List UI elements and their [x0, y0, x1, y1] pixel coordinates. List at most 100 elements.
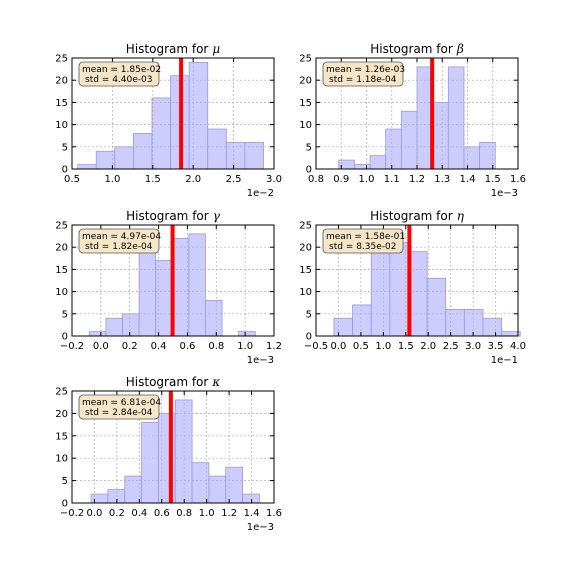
histogram-panel-5: −0.2 0.0 0.2 0.4 0.6 0.8 1.0 1.2 1.4 1.6 0 5 10 15 20 2… [55, 375, 282, 533]
histogram-bar [463, 308, 484, 337]
histogram-bar [445, 308, 465, 337]
y-tick-label: 15 [299, 98, 312, 109]
y-tick-label: 20 [55, 409, 68, 420]
chart-title-symbol: κ [211, 375, 220, 389]
histogram-bar [385, 128, 402, 170]
x-axis-offset-label: 1e−3 [247, 355, 274, 366]
x-tick-label: 0.5 [353, 341, 369, 352]
y-tick-label: 20 [55, 76, 68, 87]
histogram-bar [155, 260, 173, 337]
histogram-bar [171, 237, 190, 337]
histogram-bar [105, 317, 123, 337]
y-tick-label: 0 [62, 332, 68, 343]
y-tick-label: 25 [55, 54, 68, 65]
histogram-bar [369, 155, 387, 170]
y-tick-label: 10 [55, 120, 68, 131]
y-tick-label: 0 [62, 165, 68, 176]
x-tick-label: 4.0 [510, 341, 526, 352]
stats-mean-text: mean = 6.81e-04 [82, 398, 161, 408]
y-tick-label: 0 [306, 165, 312, 176]
y-tick-label: 20 [55, 243, 68, 254]
y-tick-label: 25 [55, 221, 68, 232]
x-tick-label: 0.2 [109, 508, 125, 519]
stats-mean-text: mean = 1.58e-01 [326, 232, 405, 242]
histogram-bar [133, 133, 153, 170]
histogram-bar [151, 97, 171, 170]
y-tick-label: 15 [299, 265, 312, 276]
x-tick-label: 1.4 [244, 508, 260, 519]
histogram-bar [426, 277, 447, 337]
chart-title-prefix: Histogram for [126, 209, 209, 223]
stats-box [78, 61, 160, 87]
histogram-bar [77, 164, 97, 170]
histogram-panel-1: 0.5 1.0 1.5 2.0 2.5 3.0 0 5 10 15 20 25 1e−2 Histogra… [55, 42, 282, 199]
y-tick-label: 10 [299, 287, 312, 298]
x-tick-label: 1.5 [485, 174, 501, 185]
chart-title-prefix: Histogram for [126, 375, 209, 389]
x-tick-label: 0.4 [151, 341, 167, 352]
x-tick-label: 0.2 [122, 341, 138, 352]
x-tick-label: −0.2 [60, 341, 84, 352]
x-tick-label: 1.1 [384, 174, 400, 185]
y-tick-label: 10 [55, 287, 68, 298]
y-tick-label: 20 [299, 76, 312, 87]
x-tick-label: 0.8 [176, 508, 192, 519]
x-tick-label: 1.0 [104, 174, 120, 185]
stats-std-text: std = 4.40e-03 [85, 75, 152, 85]
x-axis-offset-label: 1e−2 [247, 188, 274, 199]
x-tick-label: 0.0 [330, 341, 346, 352]
stats-std-text: std = 1.82e-04 [85, 242, 153, 252]
chart-title: Histogram for η [370, 209, 465, 223]
histogram-bar [114, 146, 134, 170]
y-tick-label: 25 [299, 221, 312, 232]
y-tick-label: 0 [62, 499, 68, 510]
chart-title-symbol: β [456, 42, 464, 56]
stats-std-text: std = 1.18e-04 [329, 75, 397, 85]
x-tick-label: 1.0 [199, 508, 215, 519]
x-tick-label: −0.2 [60, 508, 84, 519]
histogram-bar [205, 300, 223, 337]
histogram-bar [122, 313, 140, 337]
chart-title-prefix: Histogram for [370, 209, 453, 223]
x-tick-label: 1.6 [266, 508, 282, 519]
x-tick-label: 2.0 [185, 174, 201, 185]
chart-title: Histogram for γ [126, 209, 221, 223]
x-tick-label: 1.5 [398, 341, 414, 352]
histogram-bar [400, 110, 418, 170]
histogram-bar [88, 331, 107, 337]
x-tick-label: 0.0 [86, 508, 102, 519]
x-tick-label: 0.4 [131, 508, 147, 519]
chart-title: Histogram for κ [126, 375, 221, 389]
stats-std-text: std = 8.35e-02 [329, 242, 396, 252]
histogram-bar [432, 102, 449, 170]
histogram-bar [208, 475, 227, 504]
chart-title-prefix: Histogram for [126, 42, 209, 56]
y-tick-label: 25 [299, 54, 312, 65]
stats-box [78, 228, 160, 254]
x-tick-label: 3.0 [465, 341, 481, 352]
y-tick-label: 5 [306, 142, 312, 153]
axes-frame [315, 224, 519, 337]
x-axis-offset-label: 1e−3 [247, 522, 274, 533]
stats-box [322, 228, 404, 254]
y-tick-label: 25 [55, 387, 68, 398]
y-tick-label: 20 [299, 243, 312, 254]
x-tick-label: 1.0 [375, 341, 391, 352]
stats-mean-text: mean = 4.97e-04 [82, 232, 161, 242]
histogram-bar [501, 331, 521, 337]
x-tick-label: 0.9 [333, 174, 349, 185]
x-axis-offset-label: 1e−1 [491, 355, 518, 366]
y-tick-label: 10 [299, 120, 312, 131]
x-tick-label: 3.5 [488, 341, 504, 352]
y-tick-label: 15 [55, 265, 68, 276]
x-tick-label: 2.5 [443, 341, 459, 352]
histogram-bar [225, 466, 243, 504]
x-tick-label: 1.3 [434, 174, 450, 185]
histogram-bar [352, 304, 372, 337]
histogram-bar [107, 489, 126, 504]
y-tick-label: 15 [55, 98, 68, 109]
x-tick-label: 0.8 [208, 341, 224, 352]
x-tick-label: 1.5 [145, 174, 161, 185]
histogram-bar [353, 164, 371, 170]
